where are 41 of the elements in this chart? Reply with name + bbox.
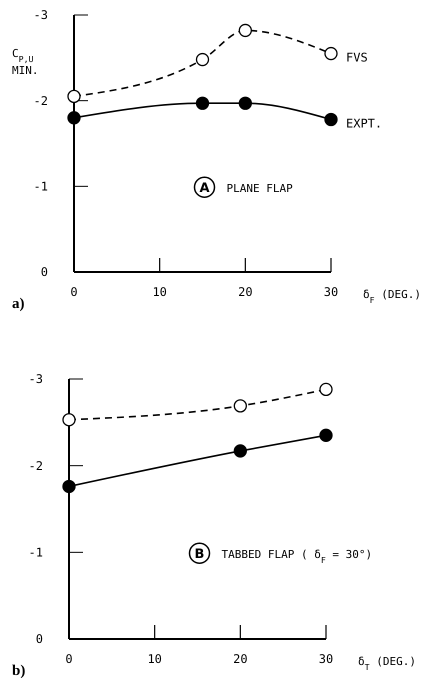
x-tick-label: 0 xyxy=(70,285,78,299)
y-tick-label: -1 xyxy=(34,180,48,194)
text: a) xyxy=(12,296,24,312)
point xyxy=(324,46,338,60)
x-tick-label: 10 xyxy=(147,652,162,666)
point xyxy=(67,90,81,104)
text: b) xyxy=(12,663,26,678)
x-axis-title: δ$_{T}$ (DEG.) xyxy=(358,655,416,672)
annotation: A xyxy=(199,180,210,196)
x-tick-label: 30 xyxy=(324,285,338,299)
x-axis-title: δ$_{F}$ (DEG.) xyxy=(363,288,421,305)
annotation: TABBED FLAP ( δ$_{F}$ = 30°) xyxy=(222,548,372,566)
x-tick-label: 20 xyxy=(238,285,253,299)
y-tick-label: 0 xyxy=(36,632,43,646)
x-tick-label: 20 xyxy=(233,652,248,666)
y-axis-title: C$_{P,U}$ MIN. xyxy=(12,47,38,77)
y-tick-label: -2 xyxy=(34,94,48,108)
series-label: FVS xyxy=(346,50,368,65)
x-tick-label: 10 xyxy=(152,285,167,299)
annotation: PLANE FLAP xyxy=(226,182,294,196)
point xyxy=(62,413,76,426)
point xyxy=(234,444,247,458)
point xyxy=(196,52,210,66)
x-tick-label: 30 xyxy=(318,652,334,666)
point xyxy=(319,382,333,396)
x-tick-label: 0 xyxy=(65,652,73,666)
point xyxy=(319,428,333,442)
y-tick-label: -3 xyxy=(28,372,43,386)
annotation: B xyxy=(194,546,204,562)
point xyxy=(324,112,338,126)
point xyxy=(238,24,252,38)
point xyxy=(238,96,252,110)
y-tick-label: 0 xyxy=(40,265,48,280)
point xyxy=(62,480,76,494)
y-tick-label: -1 xyxy=(28,546,43,560)
y-tick-label: -3 xyxy=(34,8,48,22)
point xyxy=(196,96,210,110)
point xyxy=(234,399,247,413)
y-tick-label: -2 xyxy=(28,458,43,473)
series-label: EXPT. xyxy=(346,116,382,131)
point xyxy=(67,111,81,124)
